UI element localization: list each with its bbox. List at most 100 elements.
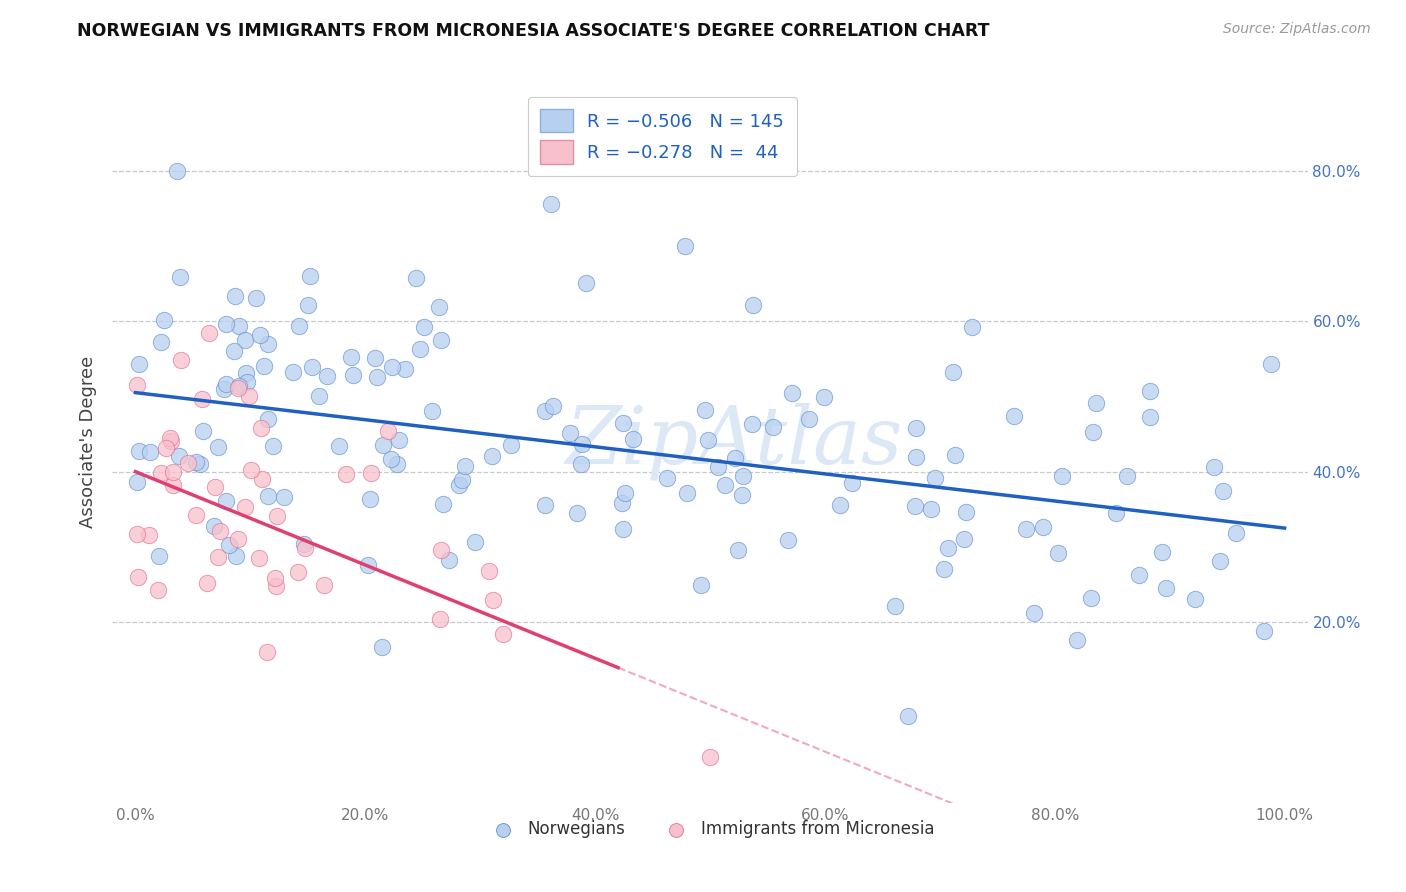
Point — [159, 431, 181, 445]
Point — [828, 498, 851, 512]
Point — [224, 344, 246, 359]
Point — [226, 532, 249, 546]
Point — [235, 500, 257, 515]
Point — [127, 570, 149, 584]
Point — [731, 487, 754, 501]
Point — [257, 336, 280, 351]
Point — [1204, 460, 1226, 475]
Point — [437, 553, 460, 567]
Point — [294, 537, 316, 551]
Point — [481, 449, 503, 463]
Point — [366, 369, 388, 384]
Point — [1015, 522, 1038, 536]
Point — [920, 502, 942, 516]
Point — [575, 276, 598, 290]
Point — [727, 542, 749, 557]
Point — [233, 333, 256, 347]
Point — [558, 426, 581, 441]
Point — [214, 494, 236, 508]
Point — [934, 562, 956, 576]
Point — [427, 300, 450, 314]
Point — [128, 444, 150, 458]
Point — [482, 593, 505, 607]
Point — [235, 367, 257, 381]
Point — [1208, 554, 1230, 568]
Point — [250, 472, 273, 486]
Point — [464, 534, 486, 549]
Point — [162, 478, 184, 492]
Point — [676, 485, 699, 500]
Point — [1184, 592, 1206, 607]
Point — [942, 365, 965, 379]
Point — [257, 412, 280, 426]
Point — [287, 565, 309, 579]
Point — [359, 492, 381, 507]
Point — [657, 471, 679, 485]
Point — [328, 439, 350, 453]
Point — [245, 291, 267, 305]
Point — [167, 450, 190, 464]
Point — [499, 438, 522, 452]
Point — [381, 359, 404, 374]
Point — [314, 578, 336, 592]
Point — [540, 197, 562, 211]
Y-axis label: Associate's Degree: Associate's Degree — [79, 355, 97, 528]
Point — [273, 491, 295, 505]
Point — [955, 505, 977, 519]
Point — [299, 269, 322, 284]
Point — [733, 468, 755, 483]
Point — [1156, 581, 1178, 595]
Point — [405, 271, 427, 285]
Point — [904, 450, 927, 464]
Point — [225, 549, 247, 564]
Point — [218, 538, 240, 552]
Point — [160, 434, 183, 448]
Point — [208, 524, 231, 538]
Text: NORWEGIAN VS IMMIGRANTS FROM MICRONESIA ASSOCIATE'S DEGREE CORRELATION CHART: NORWEGIAN VS IMMIGRANTS FROM MICRONESIA … — [77, 22, 990, 40]
Point — [166, 163, 188, 178]
Point — [904, 421, 927, 435]
Point — [215, 317, 238, 331]
Point — [429, 612, 451, 626]
Point — [897, 708, 920, 723]
Point — [778, 533, 800, 547]
Point — [1081, 425, 1104, 440]
Point — [612, 522, 634, 536]
Point — [184, 508, 207, 523]
Point — [204, 480, 226, 494]
Point — [149, 334, 172, 349]
Point — [377, 424, 399, 438]
Point — [266, 509, 288, 524]
Point — [169, 269, 191, 284]
Point — [335, 467, 357, 482]
Point — [813, 390, 835, 404]
Point — [224, 288, 246, 302]
Point — [943, 448, 966, 462]
Point — [1225, 526, 1247, 541]
Point — [257, 489, 280, 503]
Point — [253, 359, 276, 373]
Point — [1032, 520, 1054, 534]
Point — [138, 528, 160, 542]
Point — [249, 328, 271, 343]
Text: ZipAtlas: ZipAtlas — [565, 403, 903, 480]
Point — [236, 375, 259, 389]
Point — [1047, 546, 1070, 560]
Point — [240, 463, 263, 477]
Point — [422, 404, 444, 418]
Point — [388, 433, 411, 447]
Point — [762, 420, 785, 434]
Point — [308, 389, 330, 403]
Point — [264, 579, 287, 593]
Point — [409, 342, 432, 356]
Point — [724, 450, 747, 465]
Point — [357, 558, 380, 572]
Point — [342, 368, 364, 382]
Point — [430, 334, 453, 348]
Point — [226, 381, 249, 395]
Point — [1211, 483, 1233, 498]
Point — [1139, 384, 1161, 399]
Point — [155, 441, 177, 455]
Point — [612, 496, 634, 510]
Point — [1002, 409, 1025, 423]
